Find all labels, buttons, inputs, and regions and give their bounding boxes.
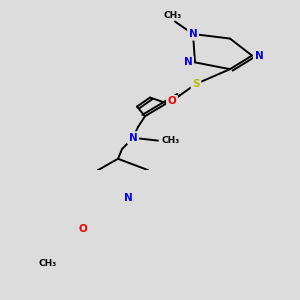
Text: O: O [168,97,176,106]
Text: N: N [129,133,137,143]
Text: CH₃: CH₃ [161,136,179,145]
Text: S: S [192,79,200,89]
Text: N: N [189,29,197,39]
Text: O: O [79,224,87,233]
Text: N: N [255,51,263,61]
Text: N: N [124,194,132,203]
Text: CH₃: CH₃ [164,11,182,20]
Text: CH₃: CH₃ [39,259,57,268]
Text: N: N [184,57,192,68]
